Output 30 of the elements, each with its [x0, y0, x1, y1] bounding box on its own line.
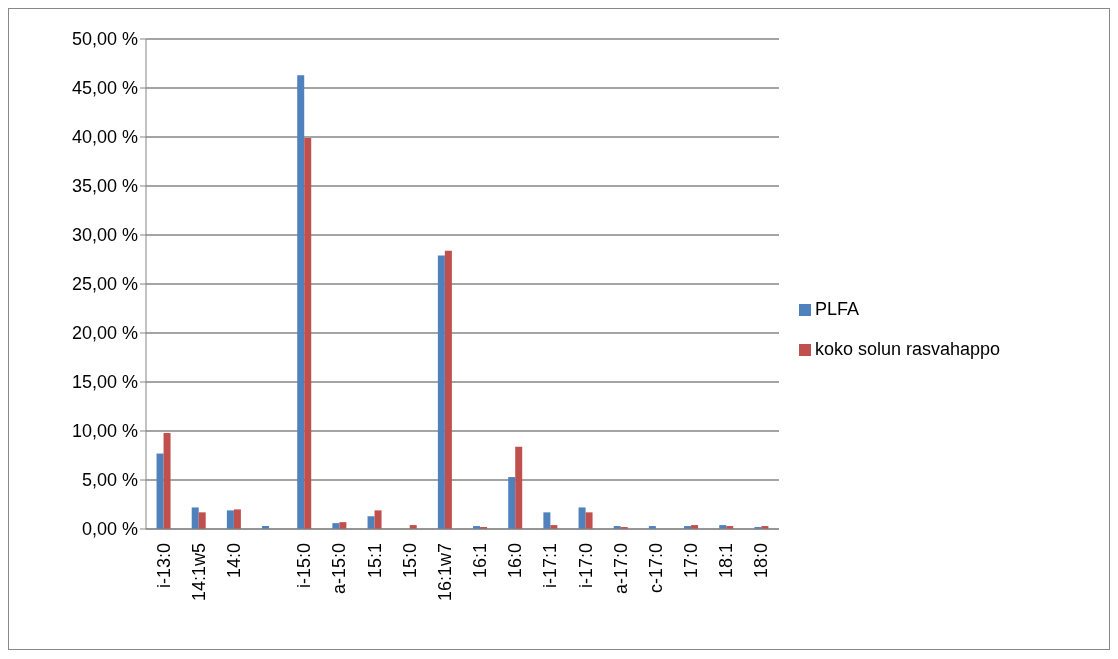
x-tick-label: 18:0	[751, 543, 772, 579]
x-tick-label: 16:1w7	[434, 543, 455, 602]
y-tick-label: 20,00 %	[71, 323, 138, 344]
x-tick-label: i-17:1	[540, 543, 561, 589]
y-tick-label: 10,00 %	[71, 421, 138, 442]
x-tick-label: i-15:0	[294, 543, 315, 589]
x-tick-label: a-17:0	[610, 543, 631, 595]
x-tick-label: 14:1w5	[188, 543, 209, 602]
x-tick-label: 16:1	[470, 543, 491, 579]
legend-label: koko solun rasvahappo	[815, 339, 1001, 359]
x-tick-label: a-15:0	[329, 543, 350, 595]
x-tick-label: 18:1	[716, 543, 737, 579]
x-tick-label: c-17:0	[645, 543, 666, 594]
x-tick-label: 15:0	[399, 543, 420, 579]
x-tick-label: 16:0	[505, 543, 526, 579]
x-tick-label: i-17:0	[575, 543, 596, 589]
y-tick-label: 25,00 %	[71, 274, 138, 295]
y-tick-label: 50,00 %	[71, 29, 138, 50]
y-tick-label: 35,00 %	[71, 176, 138, 197]
x-tick-label: 15:1	[364, 543, 385, 579]
legend-label: PLFA	[815, 299, 860, 319]
x-tick-label: i-13:0	[153, 543, 174, 589]
x-tick-label: 14:0	[223, 543, 244, 579]
x-tick-label: 17:0	[681, 543, 702, 579]
y-tick-label: 45,00 %	[71, 78, 138, 99]
y-tick-label: 15,00 %	[71, 372, 138, 393]
y-tick-label: 30,00 %	[71, 225, 138, 246]
y-tick-label: 5,00 %	[81, 470, 138, 491]
y-tick-label: 40,00 %	[71, 127, 138, 148]
y-tick-label: 0,00 %	[81, 519, 138, 540]
